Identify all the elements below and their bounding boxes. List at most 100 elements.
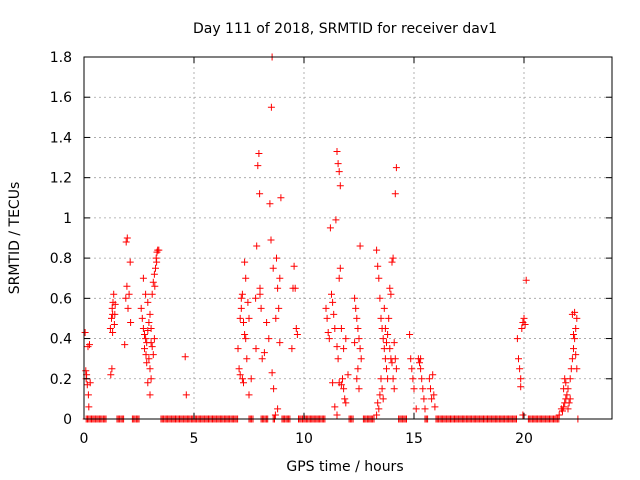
data-point [352,304,360,312]
data-point [241,258,249,266]
data-point [84,391,92,399]
data-point [429,371,437,379]
data-point [374,399,382,407]
data-point [125,290,133,298]
data-point [522,276,530,284]
data-point [331,403,339,411]
data-point [341,395,349,403]
data-point [182,391,190,399]
data-point [273,254,280,262]
data-point [124,304,132,312]
data-point [237,294,245,302]
data-point [356,242,364,250]
data-point [425,375,433,383]
data-point [238,375,246,383]
data-point [292,325,300,332]
data-point [325,335,333,343]
y-tick-label: 0.6 [50,291,72,307]
data-point [252,294,260,302]
data-point [332,216,340,224]
data-point [290,262,298,270]
data-point [571,335,579,343]
data-point [258,355,266,363]
data-point [572,351,580,359]
data-point [149,351,157,359]
data-point [381,325,389,332]
data-point [142,335,150,343]
data-point [334,355,342,363]
data-point [518,325,526,332]
data-point [122,294,130,302]
data-point [555,411,563,419]
data-point [123,234,131,242]
data-point [252,345,260,353]
data-point [573,314,581,322]
data-point [267,103,275,111]
data-point [339,375,346,383]
data-point [263,319,271,326]
x-tick-label: 20 [515,431,533,447]
data-point [334,160,342,168]
data-point [85,403,93,411]
data-point [293,331,301,338]
data-point [276,274,284,282]
y-tick-label: 0.8 [50,251,72,267]
data-point [253,242,261,250]
data-point [412,405,420,413]
data-point [268,369,276,377]
data-point [147,325,155,332]
data-point [387,290,395,298]
data-point [335,168,343,176]
data-point [419,385,427,393]
data-point [430,391,438,399]
data-point [331,325,339,332]
data-point [272,314,280,322]
data-point [269,264,277,272]
data-point [127,319,135,326]
data-point [81,329,89,336]
y-tick-label: 0 [63,412,72,428]
data-point [108,314,115,322]
data-point [562,379,570,387]
data-point [409,375,417,383]
data-point [384,331,392,338]
axis-ticks: 0 0.2 0.4 0.6 0.8 1 1.2 1.4 1.6 1.8 0 5 10 15 20 [50,50,612,447]
data-point [373,246,381,254]
y-tick-label: 1.8 [50,50,72,66]
data-point [137,304,145,312]
data-point [354,365,362,373]
data-point [267,236,275,244]
data-point [270,385,278,393]
data-point [110,321,118,328]
data-point [242,335,250,343]
data-point [241,331,249,338]
data-point [274,284,282,292]
data-point [390,385,398,393]
data-point [234,345,242,353]
data-point [144,379,152,387]
data-point [150,270,158,278]
data-point [144,298,152,306]
data-point [149,278,157,286]
data-point [519,411,527,419]
data-point [145,319,153,326]
data-point [147,375,155,383]
data-point [145,355,153,363]
data-point [109,329,117,336]
data-point [109,310,117,318]
data-point [324,329,332,336]
data-point [420,395,428,403]
data-point [255,150,263,157]
data-point [374,262,382,270]
data-point [566,395,574,403]
data-point [138,314,146,322]
data-point [123,282,131,290]
data-point [277,194,285,202]
data-point [330,310,338,318]
data-point [326,224,334,232]
data-point [342,399,350,407]
data-point [353,314,361,322]
data-point [516,365,524,373]
data-point [568,355,576,363]
data-point [260,349,268,357]
